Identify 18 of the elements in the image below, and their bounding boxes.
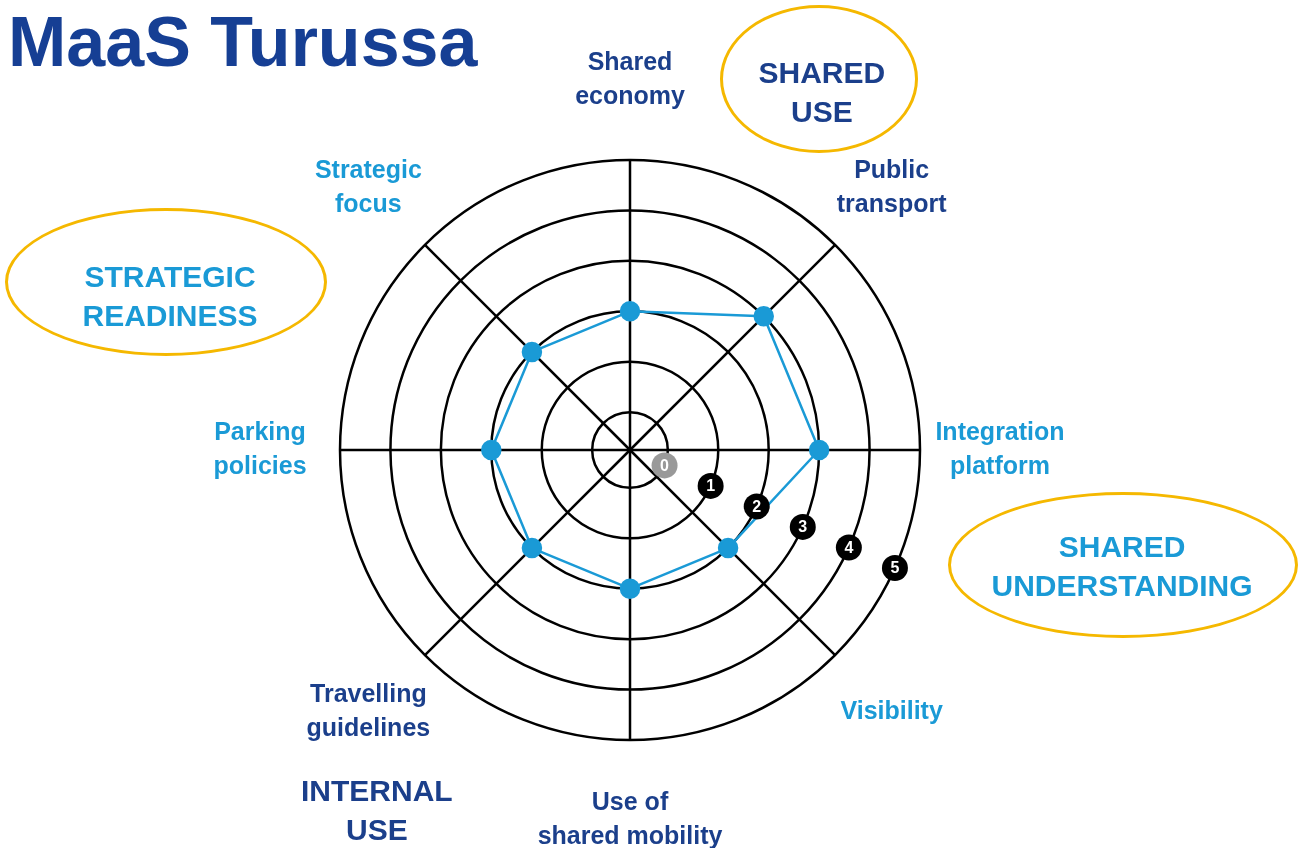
y-tick-label: 5 [890,559,900,577]
text: SHARED USE [758,55,886,130]
y-tick-label: 3 [798,518,808,536]
spoke-label: Parking policies [213,416,307,479]
y-tick-label: 4 [844,538,854,556]
chart-title: MaaS Turussa [8,2,478,82]
y-tick-label: 2 [752,497,762,515]
y-tick-label: 1 [706,477,716,495]
text: STRATEGIC READINESS [82,259,258,334]
spoke-label: Visibility [840,695,943,724]
y-tick-label: 0 [660,456,670,474]
spoke-label: Shared economy [575,46,685,109]
spoke-label: Public transport [836,155,948,218]
text: SHARED UNDERSTANDING [991,529,1253,604]
text: INTERNAL USE [301,773,453,848]
spoke-label: Travelling guidelines [306,678,431,741]
spoke-label: Strategic focus [314,155,422,218]
spoke-label: Integration platform [935,416,1065,479]
